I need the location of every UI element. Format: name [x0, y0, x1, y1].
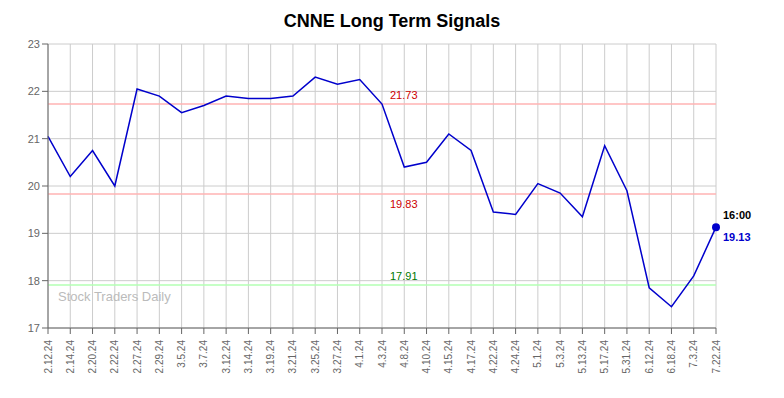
svg-text:2.20.24: 2.20.24	[87, 340, 98, 374]
svg-text:5.3.24: 5.3.24	[555, 340, 566, 368]
svg-text:5.17.24: 5.17.24	[599, 340, 610, 374]
svg-text:4.15.24: 4.15.24	[443, 340, 454, 374]
svg-text:3.27.24: 3.27.24	[332, 340, 343, 374]
svg-text:5.13.24: 5.13.24	[577, 340, 588, 374]
svg-text:3.5.24: 3.5.24	[176, 340, 187, 368]
svg-text:2.22.24: 2.22.24	[109, 340, 120, 374]
svg-text:23: 23	[28, 38, 40, 50]
svg-text:2.29.24: 2.29.24	[154, 340, 165, 374]
svg-text:4.24.24: 4.24.24	[510, 340, 521, 374]
svg-text:3.7.24: 3.7.24	[198, 340, 209, 368]
svg-text:7.3.24: 7.3.24	[688, 340, 699, 368]
svg-text:2.27.24: 2.27.24	[132, 340, 143, 374]
svg-text:6.18.24: 6.18.24	[666, 340, 677, 374]
svg-text:4.3.24: 4.3.24	[377, 340, 388, 368]
svg-text:2.12.24: 2.12.24	[43, 340, 54, 374]
svg-text:4.8.24: 4.8.24	[399, 340, 410, 368]
svg-text:17: 17	[28, 322, 40, 334]
html-text:Stock Traders Daily: Stock Traders Daily	[58, 289, 171, 304]
svg-text:4.1.24: 4.1.24	[354, 340, 365, 368]
svg-text:4.10.24: 4.10.24	[421, 340, 432, 374]
svg-text:2.14.24: 2.14.24	[65, 340, 76, 374]
svg-text:17.91: 17.91	[390, 270, 418, 282]
svg-text:5.31.24: 5.31.24	[621, 340, 632, 374]
svg-text:4.17.24: 4.17.24	[466, 340, 477, 374]
svg-text:22: 22	[28, 85, 40, 97]
svg-text:3.12.24: 3.12.24	[221, 340, 232, 374]
svg-text:4.22.24: 4.22.24	[488, 340, 499, 374]
svg-text:3.14.24: 3.14.24	[243, 340, 254, 374]
svg-text:18: 18	[28, 275, 40, 287]
svg-text:3.21.24: 3.21.24	[287, 340, 298, 374]
svg-text:3.25.24: 3.25.24	[310, 340, 321, 374]
svg-text:3.19.24: 3.19.24	[265, 340, 276, 374]
svg-text:6.12.24: 6.12.24	[644, 340, 655, 374]
html-text:CNNE Long Term Signals: CNNE Long Term Signals	[283, 11, 501, 31]
svg-text:19.83: 19.83	[390, 198, 418, 210]
svg-text:21.73: 21.73	[390, 89, 418, 101]
svg-text:19.13: 19.13	[723, 231, 751, 243]
svg-text:19: 19	[28, 227, 40, 239]
svg-text:16:00: 16:00	[723, 209, 751, 221]
svg-text:7.22.24: 7.22.24	[711, 340, 722, 374]
svg-text:20: 20	[28, 180, 40, 192]
svg-text:21: 21	[28, 133, 40, 145]
svg-text:5.1.24: 5.1.24	[532, 340, 543, 368]
